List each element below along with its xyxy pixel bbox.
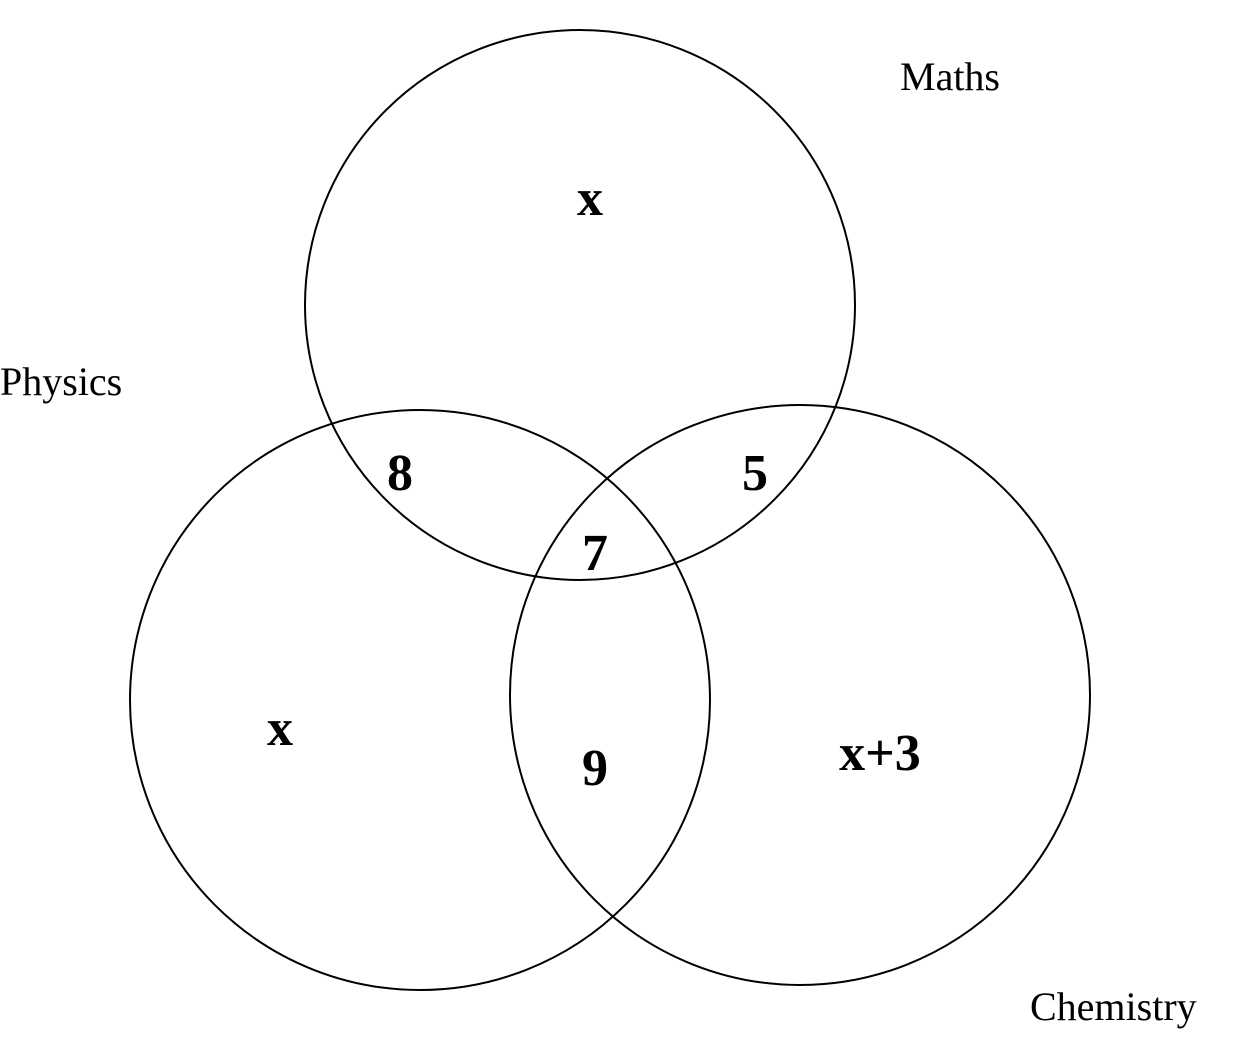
venn-diagram-container: Maths Physics Chemistry x x x+3 8 5 9 7 <box>0 0 1237 1055</box>
region-maths-only: x <box>577 170 603 227</box>
region-maths-physics: 8 <box>387 445 413 502</box>
region-physics-chemistry: 9 <box>582 740 608 797</box>
venn-diagram: Maths Physics Chemistry x x x+3 8 5 9 7 <box>0 0 1237 1055</box>
region-chemistry-only: x+3 <box>839 725 921 782</box>
chemistry-label: Chemistry <box>1030 984 1197 1029</box>
region-maths-chemistry: 5 <box>742 445 768 502</box>
physics-circle <box>130 410 710 990</box>
region-all-three: 7 <box>582 525 608 582</box>
physics-label: Physics <box>0 359 122 404</box>
region-physics-only: x <box>267 700 293 757</box>
chemistry-circle <box>510 405 1090 985</box>
maths-label: Maths <box>900 54 1000 99</box>
